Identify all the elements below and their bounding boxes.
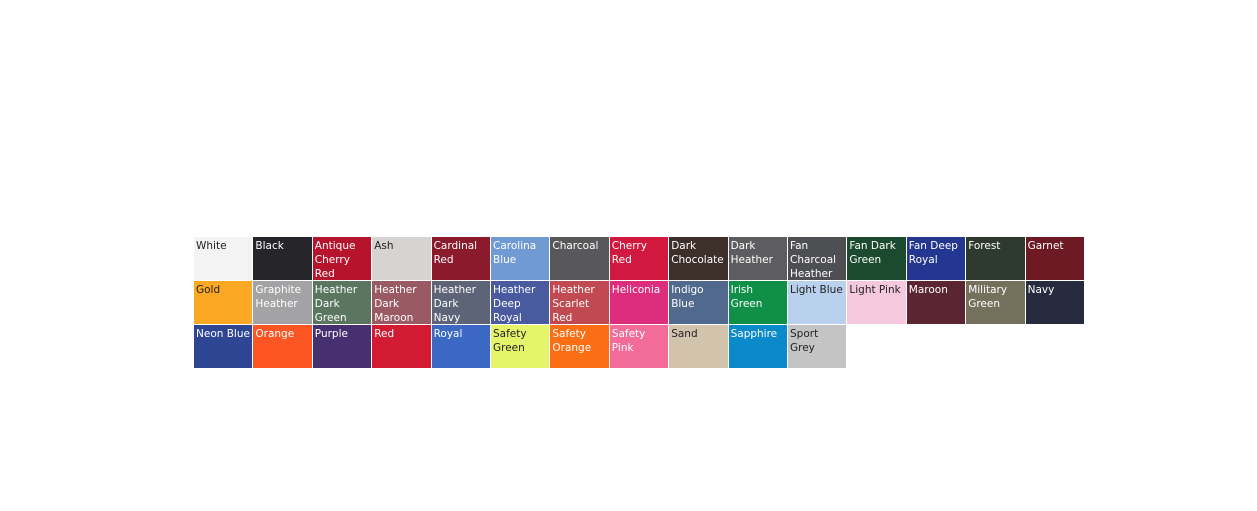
color-swatch-heather-dark-maroon[interactable]: Heather Dark Maroon: [372, 281, 431, 324]
color-swatch-maroon[interactable]: Maroon: [906, 281, 966, 324]
color-swatch-fan-deep-royal[interactable]: Fan Deep Royal: [906, 237, 966, 280]
color-swatch-light-blue[interactable]: Light Blue: [788, 281, 847, 324]
color-swatch-navy[interactable]: Navy: [1025, 281, 1084, 324]
color-swatch-heather-dark-navy[interactable]: Heather Dark Navy: [431, 281, 490, 324]
color-swatch-neon-blue[interactable]: Neon Blue: [194, 325, 253, 368]
color-swatch-sport-grey[interactable]: Sport Grey: [788, 325, 847, 368]
color-swatch-indigo-blue[interactable]: Indigo Blue: [669, 281, 728, 324]
color-swatch-orange[interactable]: Orange: [253, 325, 312, 368]
color-swatch-red[interactable]: Red: [372, 325, 431, 368]
color-swatch-forest[interactable]: Forest: [966, 237, 1025, 280]
color-swatch-safety-orange[interactable]: Safety Orange: [550, 325, 609, 368]
color-swatch-light-pink[interactable]: Light Pink: [847, 281, 906, 324]
color-swatch-antique-cherry-red[interactable]: Antique Cherry Red: [312, 237, 372, 280]
color-swatch-carolina-blue[interactable]: Carolina Blue: [491, 237, 550, 280]
color-swatch-heather-scarlet-red[interactable]: Heather Scarlet Red: [550, 281, 609, 324]
color-swatch-sand[interactable]: Sand: [669, 325, 728, 368]
color-swatch-safety-green[interactable]: Safety Green: [491, 325, 550, 368]
color-swatch-heather-deep-royal[interactable]: Heather Deep Royal: [491, 281, 550, 324]
color-swatch-white[interactable]: White: [194, 237, 253, 280]
color-swatch-irish-green[interactable]: Irish Green: [728, 281, 787, 324]
color-swatch-sapphire[interactable]: Sapphire: [728, 325, 787, 368]
color-swatch-fan-charcoal-heather[interactable]: Fan Charcoal Heather: [788, 237, 847, 280]
color-swatch-cherry-red[interactable]: Cherry Red: [609, 237, 669, 280]
color-swatch-purple[interactable]: Purple: [312, 325, 372, 368]
color-swatch-heather-dark-green[interactable]: Heather Dark Green: [312, 281, 372, 324]
color-swatch-charcoal[interactable]: Charcoal: [550, 237, 609, 280]
color-swatch-royal[interactable]: Royal: [431, 325, 490, 368]
color-swatch-garnet[interactable]: Garnet: [1025, 237, 1084, 280]
color-swatch-grid: White Black Antique Cherry Red Ash Cardinal …: [194, 237, 1084, 368]
color-swatch-dark-heather[interactable]: Dark Heather: [728, 237, 787, 280]
color-swatch-black[interactable]: Black: [253, 237, 312, 280]
color-swatch-safety-pink[interactable]: Safety Pink: [609, 325, 669, 368]
color-swatch-heliconia[interactable]: Heliconia: [609, 281, 669, 324]
color-swatch-gold[interactable]: Gold: [194, 281, 253, 324]
color-swatch-ash[interactable]: Ash: [372, 237, 431, 280]
color-swatch-dark-chocolate[interactable]: Dark Chocolate: [669, 237, 728, 280]
color-swatch-fan-dark-green[interactable]: Fan Dark Green: [847, 237, 906, 280]
color-swatch-cardinal-red[interactable]: Cardinal Red: [431, 237, 490, 280]
color-swatch-military-green[interactable]: Military Green: [966, 281, 1025, 324]
color-swatch-graphite-heather[interactable]: Graphite Heather: [253, 281, 312, 324]
